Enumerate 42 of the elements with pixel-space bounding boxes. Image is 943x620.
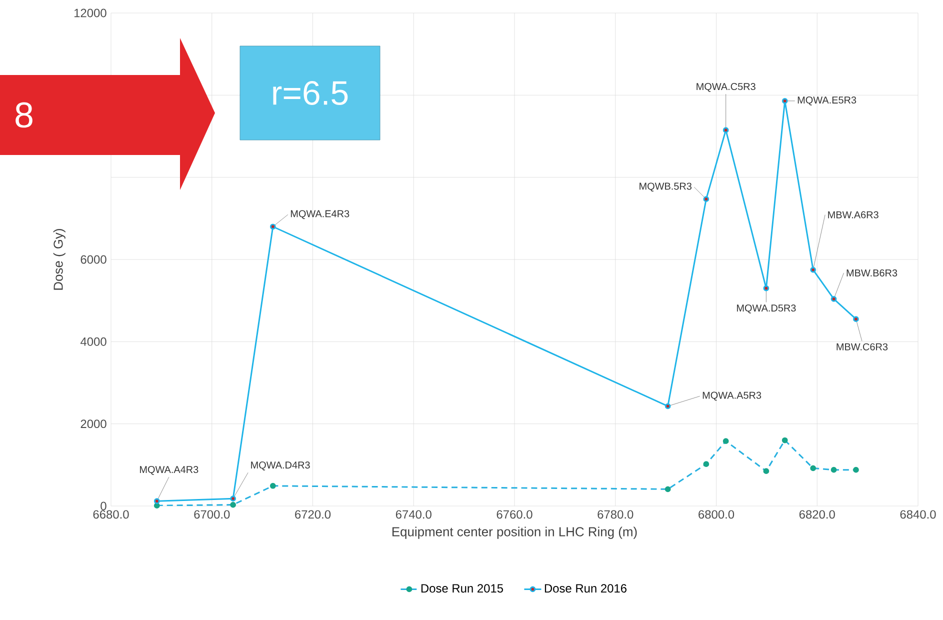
legend-label: Dose Run 2015 (421, 584, 504, 593)
y-axis-title: Dose ( Gy) (53, 229, 66, 290)
annotation: MQWB.5R3 (640, 182, 692, 192)
x-axis-title: Equipment center position in LHC Ring (m) (392, 526, 637, 539)
y-tick-label: 2000 (80, 420, 106, 428)
annotation: MQWA.A5R3 (702, 392, 762, 401)
x-tick-label: 6820.0 (799, 510, 835, 519)
annotation: MBW.C6R3 (836, 343, 888, 350)
point (853, 316, 859, 322)
legend-label: Dose Run 2016 (544, 584, 626, 593)
x-tick-label: 6720.0 (295, 510, 331, 519)
point (810, 266, 816, 273)
text: 8 (16, 102, 32, 128)
point (154, 498, 160, 504)
point (763, 285, 770, 292)
point (830, 296, 837, 302)
x-tick-label: 6700.0 (194, 510, 230, 519)
x-tick-label: 6760.0 (496, 510, 532, 519)
y-tick-label: 4000 (80, 337, 106, 346)
x-tick-label: 6800.0 (698, 510, 734, 519)
y-tick-label: 6000 (80, 255, 106, 264)
x-tick-label: 6840.0 (900, 510, 936, 519)
point (722, 127, 729, 134)
x-tick-label: 6780.0 (598, 510, 634, 519)
annotation: MQWA.E5R3 (798, 96, 856, 106)
point (270, 224, 276, 230)
annotation: MQWA.D4R3 (251, 462, 310, 470)
point (703, 196, 710, 202)
annotation: MBW.A6R3 (828, 211, 878, 218)
point (230, 496, 236, 502)
annotation: MQWA.E4R3 (290, 210, 350, 220)
annotation: MQWA.C5R3 (696, 83, 756, 92)
x-tick-label: 6740.0 (396, 510, 432, 519)
annotation: MBW.B6R3 (846, 269, 898, 276)
y-tick-label: 12000 (74, 8, 106, 18)
annotation: r=6.5 (273, 81, 348, 105)
point (782, 98, 788, 104)
point (664, 403, 671, 410)
x-tick-label: 6680.0 (93, 510, 129, 519)
annotation: MQWA.D5R3 (737, 304, 796, 314)
annotation: MQWA.A4R3 (140, 466, 198, 475)
y-tick-label: 0 (100, 502, 106, 510)
